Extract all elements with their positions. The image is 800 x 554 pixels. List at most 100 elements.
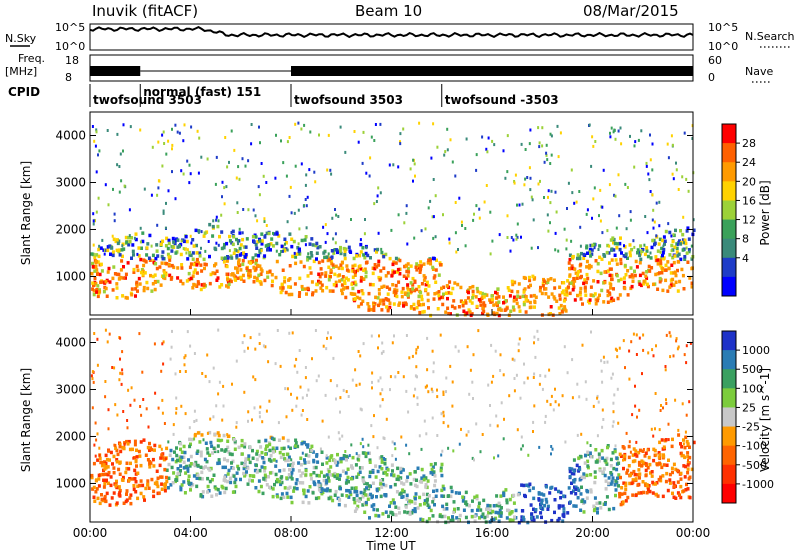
echo-cell	[263, 217, 266, 221]
echo-cell	[624, 487, 628, 492]
echo-cell	[157, 140, 160, 144]
echo-cell	[362, 130, 365, 134]
echo-cell	[217, 219, 220, 223]
echo-cell	[291, 331, 294, 335]
echo-cell	[288, 194, 291, 198]
echo-cell	[528, 300, 532, 305]
echo-cell	[409, 288, 413, 292]
echo-cell	[241, 341, 244, 345]
echo-cell	[619, 454, 623, 458]
echo-cell	[286, 248, 289, 252]
echo-cell	[189, 234, 192, 238]
echo-cell	[408, 452, 411, 456]
echo-cell	[115, 282, 119, 286]
echo-cell	[670, 444, 674, 449]
echo-cell	[515, 233, 518, 237]
echo-cell	[600, 359, 603, 363]
echo-cell	[440, 412, 443, 416]
echo-cell	[497, 300, 501, 304]
echo-cell	[489, 510, 493, 515]
echo-cell	[92, 243, 95, 247]
echo-cell	[612, 130, 615, 134]
echo-cell	[687, 477, 691, 481]
echo-cell	[658, 280, 662, 284]
echo-cell	[468, 310, 472, 314]
echo-cell	[451, 518, 455, 522]
echo-cell	[370, 504, 374, 508]
echo-cell	[545, 153, 548, 157]
echo-cell	[646, 231, 649, 235]
echo-cell	[335, 248, 339, 252]
echo-cell	[115, 286, 119, 290]
echo-cell	[104, 395, 107, 399]
echo-cell	[370, 334, 373, 338]
echo-cell	[226, 439, 230, 443]
echo-cell	[227, 450, 231, 454]
echo-cell	[599, 219, 602, 223]
echo-cell	[107, 427, 110, 431]
echo-cell	[628, 274, 632, 279]
echo-cell	[563, 345, 566, 349]
echo-cell	[361, 246, 365, 250]
echo-cell	[683, 241, 685, 245]
echo-cell	[526, 520, 530, 525]
echo-cell	[310, 280, 314, 284]
echo-cell	[313, 482, 317, 487]
echo-cell	[486, 503, 490, 508]
echo-cell	[390, 473, 394, 477]
echo-cell	[377, 514, 381, 518]
echo-cell	[111, 366, 114, 369]
echo-cell	[586, 489, 590, 494]
echo-cell	[174, 123, 177, 127]
echo-cell	[665, 333, 668, 337]
echo-cell	[671, 470, 674, 475]
echo-cell	[295, 404, 298, 408]
echo-cell	[394, 261, 398, 265]
echo-cell	[426, 292, 430, 296]
echo-cell	[319, 470, 323, 475]
echo-cell	[562, 507, 566, 511]
echo-cell	[418, 503, 422, 507]
colorbar-tick-label: -500	[742, 459, 767, 472]
echo-cell	[512, 299, 516, 303]
echo-cell	[134, 294, 137, 298]
echo-cell	[248, 474, 252, 478]
echo-cell	[176, 130, 179, 134]
echo-cell	[275, 259, 279, 264]
echo-cell	[129, 403, 132, 407]
echo-cell	[589, 243, 593, 248]
echo-cell	[141, 370, 144, 374]
echo-cell	[432, 122, 435, 126]
echo-cell	[504, 488, 508, 492]
echo-cell	[145, 253, 149, 257]
echo-cell	[239, 477, 242, 482]
echo-cell	[570, 467, 574, 471]
echo-cell	[471, 289, 475, 294]
echo-cell	[583, 500, 587, 504]
echo-cell	[532, 496, 536, 501]
echo-cell	[92, 219, 95, 223]
beam-title: Beam 10	[355, 2, 422, 20]
colorbar-tick-label: 8	[742, 233, 749, 246]
echo-cell	[589, 488, 593, 492]
echo-cell	[423, 419, 426, 423]
echo-cell	[208, 453, 212, 457]
echo-cell	[565, 293, 569, 297]
echo-cell	[544, 287, 548, 291]
echo-cell	[544, 414, 547, 418]
echo-cell	[613, 393, 616, 397]
echo-cell	[657, 451, 661, 455]
y-tick-label: 3000	[55, 175, 86, 189]
echo-cell	[225, 241, 229, 246]
echo-cell	[325, 478, 329, 483]
colorbar-swatch	[722, 181, 736, 201]
echo-cell	[454, 201, 457, 204]
echo-cell	[681, 273, 685, 278]
echo-cell	[597, 248, 600, 251]
echo-cell	[351, 286, 355, 291]
date-title: 08/Mar/2015	[583, 2, 679, 20]
echo-cell	[582, 256, 586, 260]
echo-cell	[104, 280, 108, 284]
echo-cell	[544, 497, 548, 502]
echo-cell	[497, 313, 501, 318]
